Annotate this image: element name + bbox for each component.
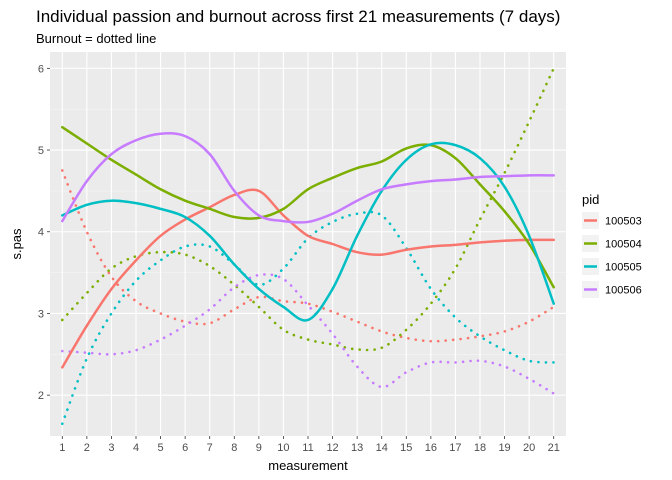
passion-lines <box>61 125 555 369</box>
x-tick-label: 2 <box>84 442 90 454</box>
passion-line-100504 <box>61 125 555 289</box>
x-tick-label: 16 <box>425 442 437 454</box>
x-tick-label: 4 <box>133 442 139 454</box>
x-tick-label: 13 <box>351 442 363 454</box>
x-axis-ticks: 1 2 3 4 5 6 7 8 9 10 11 12 13 14 15 16 17 18 19 20 21 <box>59 436 560 454</box>
x-tick-label: 20 <box>523 442 535 454</box>
x-tick-label: 3 <box>108 442 114 454</box>
legend-label-100506: 100506 <box>605 285 642 297</box>
burnout-line-100503 <box>60 169 556 343</box>
legend-label-100504: 100504 <box>605 239 642 251</box>
passion-line-100503 <box>61 188 555 369</box>
y-tick-label: 2 <box>38 390 44 402</box>
x-axis-title: measurement <box>268 458 348 473</box>
y-axis-ticks: 2 3 4 5 6 <box>38 63 50 402</box>
x-tick-label: 7 <box>207 442 213 454</box>
x-tick-label: 11 <box>302 442 313 454</box>
x-tick-label: 17 <box>449 442 461 454</box>
legend-label-100503: 100503 <box>605 216 642 228</box>
y-tick-label: 6 <box>38 63 44 75</box>
x-tick-label: 15 <box>400 442 412 454</box>
x-tick-label: 19 <box>498 442 510 454</box>
chart-subtitle: Burnout = dotted line <box>36 31 156 46</box>
burnout-line-100505 <box>60 210 556 426</box>
x-tick-label: 6 <box>182 442 188 454</box>
burnout-line-100506 <box>60 273 556 395</box>
x-tick-label: 8 <box>231 442 237 454</box>
y-tick-label: 3 <box>38 308 44 320</box>
x-tick-label: 14 <box>376 442 388 454</box>
x-tick-label: 10 <box>277 442 289 454</box>
y-tick-label: 4 <box>38 227 44 239</box>
x-tick-label: 21 <box>548 442 560 454</box>
legend: 100503 100504 100505 100506 <box>582 212 642 298</box>
legend-label-100505: 100505 <box>605 262 642 274</box>
legend-title: pid <box>582 192 599 207</box>
x-tick-label: 18 <box>474 442 486 454</box>
x-tick-label: 9 <box>256 442 262 454</box>
y-axis-title: s.pas <box>9 228 24 260</box>
chart-title: Individual passion and burnout across fi… <box>36 7 560 26</box>
passion-line-100506 <box>61 132 555 224</box>
x-tick-label: 5 <box>158 442 164 454</box>
x-tick-label: 1 <box>59 442 65 454</box>
x-tick-label: 12 <box>326 442 338 454</box>
passion-line-100505 <box>61 141 555 322</box>
grid-major <box>50 52 566 436</box>
y-tick-label: 5 <box>38 145 44 157</box>
